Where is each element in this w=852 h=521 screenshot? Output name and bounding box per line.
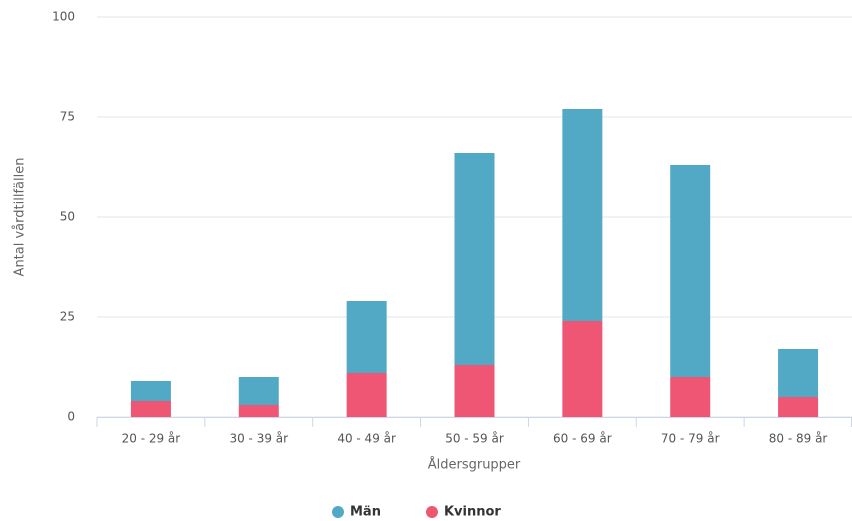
bar-segment — [130, 401, 171, 417]
x-tick-label: 60 - 69 år — [553, 432, 612, 446]
y-tick-label: 25 — [60, 310, 75, 324]
bar-segment — [238, 405, 279, 417]
bar-segment — [346, 301, 387, 373]
x-axis-title: Åldersgrupper — [428, 457, 521, 473]
legend-label: Män — [350, 505, 381, 520]
bar-segment — [778, 397, 819, 417]
bar-segment — [454, 365, 495, 417]
legend-marker — [332, 506, 344, 518]
x-tick-label: 80 - 89 år — [769, 432, 828, 446]
y-tick-label: 0 — [67, 410, 75, 424]
bar-segment — [778, 349, 819, 397]
bar-segment — [562, 109, 603, 321]
bar-segment — [562, 321, 603, 417]
x-tick-label: 40 - 49 år — [337, 432, 396, 446]
x-tick-label: 50 - 59 år — [445, 432, 504, 446]
y-tick-label: 50 — [60, 210, 75, 224]
y-tick-label: 75 — [60, 110, 75, 124]
x-tick-label: 30 - 39 år — [229, 432, 288, 446]
bar-segment — [670, 377, 711, 417]
bar-segment — [346, 373, 387, 417]
bar-segment — [238, 377, 279, 405]
x-tick-label: 70 - 79 år — [661, 432, 720, 446]
bar-segment — [130, 381, 171, 401]
x-tick-label: 20 - 29 år — [122, 432, 181, 446]
y-axis-title: Antal vårdtillfällen — [13, 158, 28, 277]
bar-segment — [670, 165, 711, 377]
y-tick-label: 100 — [52, 10, 75, 24]
legend-label: Kvinnor — [444, 505, 501, 520]
bar-segment — [454, 153, 495, 365]
legend-marker — [425, 506, 438, 518]
